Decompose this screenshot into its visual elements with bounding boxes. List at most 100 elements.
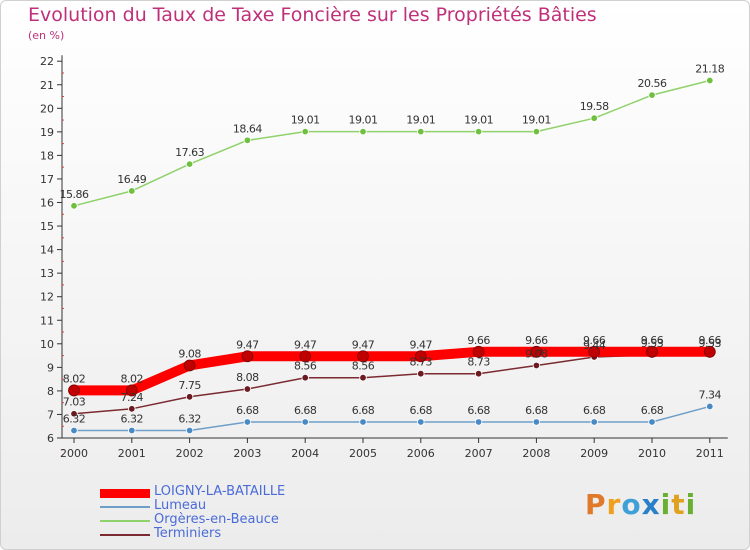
data-point	[588, 345, 601, 358]
y-tick-label: 18	[40, 149, 54, 162]
data-label: 7.24	[121, 391, 144, 404]
legend-item-terminiers: Terminiers	[100, 526, 360, 542]
data-label: 6.68	[583, 404, 606, 417]
y-tick-label: 16	[40, 197, 54, 210]
data-label: 9.47	[352, 338, 375, 351]
x-tick-label: 2011	[696, 447, 724, 460]
data-point	[70, 202, 78, 210]
data-label: 9.66	[525, 334, 548, 347]
y-tick-label: 13	[40, 267, 54, 280]
data-point	[532, 418, 541, 426]
data-point	[706, 402, 714, 411]
y-tick-label: 22	[40, 55, 54, 68]
legend-swatch	[100, 506, 150, 508]
y-tick-label: 10	[40, 338, 54, 351]
x-tick-label: 2010	[638, 447, 666, 460]
data-label: 9.66	[641, 334, 664, 347]
y-tick-label: 15	[40, 220, 54, 233]
data-point	[183, 359, 196, 372]
data-label: 19.58	[580, 100, 609, 113]
data-point	[648, 91, 656, 99]
data-point	[417, 418, 425, 426]
data-point	[417, 370, 425, 378]
data-label: 9.66	[583, 334, 606, 347]
y-tick-label: 8	[47, 385, 54, 398]
series-line-loigny-la-bataille	[74, 346, 710, 396]
data-label: 9.53	[699, 337, 722, 350]
x-tick-label: 2000	[60, 447, 88, 460]
x-tick-label: 2009	[580, 447, 608, 460]
y-tick-label: 20	[40, 102, 54, 115]
data-label: 6.68	[236, 404, 259, 417]
data-point	[474, 127, 483, 136]
legend-swatch	[100, 520, 150, 522]
data-label: 6.68	[641, 404, 664, 417]
x-tick-label: 2001	[118, 447, 146, 460]
data-point	[243, 385, 252, 393]
data-label: 9.47	[410, 338, 433, 351]
data-label: 21.18	[695, 63, 724, 76]
data-point	[359, 418, 367, 426]
series-line-org-res-en-beauce	[73, 79, 710, 207]
data-label: 7.34	[699, 388, 722, 401]
data-label: 15.86	[60, 188, 89, 201]
data-label: 6.68	[294, 404, 317, 417]
legend-swatch	[100, 488, 150, 498]
data-label: 6.68	[467, 404, 490, 417]
data-label: 8.73	[410, 356, 433, 369]
data-point	[359, 127, 367, 136]
legend-item-lumeau: Lumeau	[100, 498, 360, 514]
data-label: 6.68	[410, 404, 433, 417]
data-point	[301, 374, 309, 382]
x-tick-label: 2006	[407, 447, 435, 460]
y-tick-label: 7	[47, 408, 54, 421]
data-label: 9.47	[294, 338, 317, 351]
proxiti-logo: Proxiti	[585, 488, 697, 521]
data-point	[646, 345, 658, 358]
data-label: 19.01	[464, 114, 493, 127]
data-label: 9.66	[699, 334, 722, 347]
data-label: 6.32	[63, 412, 86, 425]
data-point	[301, 418, 309, 426]
series-line-terminiers	[73, 354, 710, 415]
legend-label: Orgères-en-Beauce	[154, 512, 279, 527]
legend-item-org-res-en-beauce: Orgères-en-Beauce	[100, 512, 360, 528]
data-label: 8.56	[294, 360, 317, 373]
data-label: 9.44	[583, 339, 606, 352]
data-label: 8.73	[467, 356, 490, 369]
data-point	[243, 418, 252, 426]
data-point	[185, 393, 194, 401]
data-label: 8.02	[63, 372, 86, 385]
y-tick-label: 21	[40, 79, 54, 92]
legend-swatch	[100, 534, 150, 536]
data-point	[357, 350, 369, 363]
legend-label: LOIGNY-LA-BATAILLE	[154, 484, 286, 499]
x-tick-label: 2007	[465, 447, 493, 460]
data-label: 7.75	[178, 379, 201, 392]
data-point	[70, 410, 78, 418]
data-label: 17.63	[175, 146, 204, 159]
data-point	[128, 187, 136, 195]
x-tick-label: 2002	[176, 447, 204, 460]
legend-label: Terminiers	[154, 526, 222, 541]
y-tick-label: 19	[40, 126, 54, 139]
y-tick-label: 6	[47, 432, 54, 445]
data-point	[185, 160, 194, 168]
x-tick-label: 2008	[522, 447, 550, 460]
data-point	[68, 384, 80, 397]
data-label: 9.66	[467, 334, 490, 347]
data-label: 16.49	[117, 173, 146, 186]
data-label: 8.08	[236, 371, 259, 384]
data-point	[703, 345, 716, 358]
legend-label: Lumeau	[154, 498, 207, 513]
data-label: 19.01	[406, 114, 435, 127]
x-tick-label: 2003	[233, 447, 261, 460]
data-point	[530, 345, 543, 358]
y-tick-label: 9	[47, 361, 54, 374]
data-label: 9.08	[525, 347, 548, 360]
data-point	[243, 136, 252, 145]
chart-legend: LOIGNY-LA-BATAILLE Lumeau Orgères-en-Beauc…	[100, 484, 360, 542]
data-label: 19.01	[291, 114, 320, 127]
data-point	[301, 127, 309, 136]
